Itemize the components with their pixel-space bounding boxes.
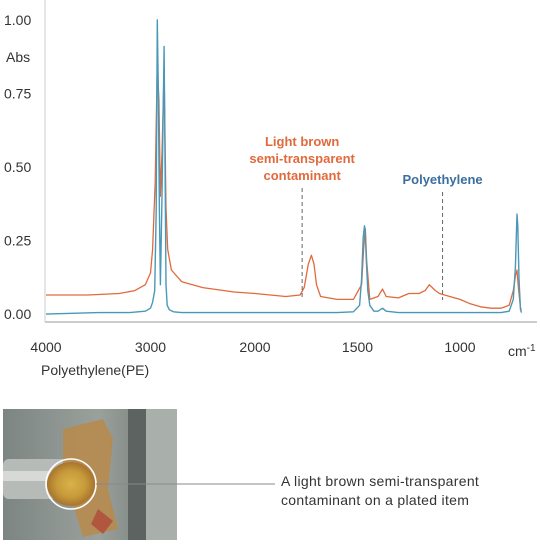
annotation-text: semi-transparent (249, 151, 355, 166)
contaminant-photo (3, 409, 177, 540)
x-tick-label: 1000 (444, 339, 475, 355)
y-tick-label: 0.75 (4, 85, 31, 101)
caption-line-2: contaminant on a plated item (281, 492, 470, 508)
annotation-text: Light brown (265, 134, 339, 149)
x-tick-label: 2000 (239, 339, 270, 355)
x-tick-label: 1500 (342, 339, 373, 355)
ftir-spectrum-chart: 1.00 0.75 0.50 0.25 0.00 Abs 4000 3000 2000 150… (4, 0, 537, 378)
photo-illustration (3, 409, 177, 540)
annotation-text: Polyethylene (402, 172, 482, 187)
y-tick-label: 0.50 (4, 159, 31, 175)
peak-annotations: Light brown semi-transparent contaminant Po… (249, 134, 483, 300)
photo-caption: A light brown semi-transparent contamina… (281, 472, 537, 510)
y-tick-labels: 1.00 0.75 0.50 0.25 0.00 (4, 12, 31, 322)
x-unit-label: cm-1 (508, 343, 536, 359)
y-axis-label: Abs (6, 49, 30, 65)
spectrum-lines (45, 19, 523, 315)
x-unit-text: cm (508, 343, 527, 359)
x-tick-labels: 4000 3000 2000 1500 1000 (30, 339, 475, 355)
y-tick-label: 0.00 (4, 306, 31, 322)
x-unit-superscript: -1 (527, 343, 536, 354)
y-tick-label: 1.00 (4, 12, 31, 28)
contaminant-spectrum-line (46, 63, 523, 311)
x-tick-label: 4000 (30, 339, 61, 355)
x-tick-label: 3000 (135, 339, 166, 355)
polyethylene-spectrum-line (45, 19, 523, 315)
caption-line-1: A light brown semi-transparent (281, 473, 480, 489)
annotation-text: contaminant (264, 168, 342, 183)
y-tick-label: 0.25 (4, 233, 31, 249)
x-axis-label: Polyethylene(PE) (41, 362, 149, 378)
